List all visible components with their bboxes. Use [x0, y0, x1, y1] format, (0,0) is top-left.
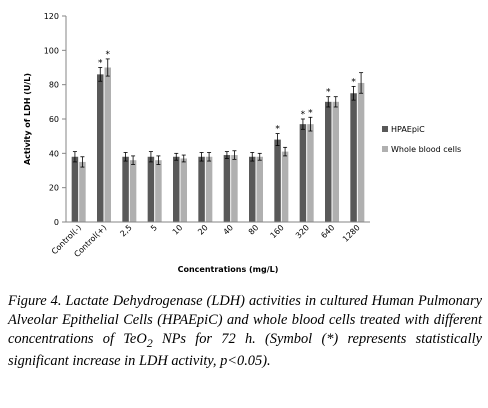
caption-text-after: NPs for 72 h. (Symbol (*) represents sta…	[8, 330, 482, 370]
bar-whole-blood-1	[104, 67, 111, 222]
y-tick-label: 100	[44, 46, 59, 55]
error-bars-group	[72, 58, 364, 168]
x-axis-label: Concentrations (mg/L)	[178, 265, 279, 274]
legend: HPAEpiC Whole blood cells	[382, 125, 461, 154]
x-tick-label: 320	[294, 223, 311, 240]
bar-whole-blood-0	[79, 161, 86, 222]
x-tick-label: 2,5	[118, 223, 133, 238]
x-tick-label: 1280	[341, 223, 362, 244]
y-tick-label: 80	[49, 81, 59, 90]
bar-whole-blood-3	[155, 160, 162, 222]
y-axis-ticks: 0 20 40 60 80 100 120	[44, 12, 66, 227]
bar-hpaepic-11	[350, 93, 357, 222]
y-tick-label: 0	[54, 218, 59, 227]
legend-swatch-whole-blood	[382, 146, 388, 152]
significance-star: *	[301, 110, 306, 120]
caption-lead: Figure 4.	[8, 293, 62, 309]
bar-whole-blood-7	[256, 156, 263, 222]
bar-hpaepic-0	[71, 156, 79, 222]
significance-star: *	[326, 88, 331, 98]
y-tick-label: 20	[49, 184, 59, 193]
bar-hpaepic-5	[198, 156, 205, 222]
bar-hpaepic-2	[122, 156, 129, 222]
y-tick-label: 120	[44, 12, 59, 21]
chart-frame: 0 20 40 60 80 100 120 * * * * * * * Control(-) Contro…	[8, 6, 482, 284]
bars-group	[71, 67, 365, 222]
bar-whole-blood-11	[357, 82, 365, 222]
bar-hpaepic-7	[249, 156, 256, 222]
bar-hpaepic-8	[274, 139, 281, 222]
significance-star: *	[308, 108, 313, 118]
x-tick-label: 640	[319, 223, 336, 240]
y-axis-label: Activity of LDH (U/L)	[23, 73, 32, 165]
bar-whole-blood-10	[332, 101, 339, 222]
y-tick-label: 60	[49, 115, 59, 124]
bar-whole-blood-2	[129, 160, 137, 222]
bar-whole-blood-6	[231, 155, 238, 222]
significance-star: *	[351, 77, 356, 87]
legend-label-hpaepic: HPAEpiC	[391, 125, 425, 134]
bar-hpaepic-6	[223, 155, 231, 222]
significance-star: *	[98, 59, 103, 69]
x-tick-label: 40	[222, 223, 236, 237]
bar-hpaepic-9	[299, 124, 307, 222]
caption-subscript: 2	[146, 335, 153, 350]
x-tick-label: 10	[171, 223, 185, 237]
significance-markers: *******	[98, 50, 356, 135]
bar-whole-blood-8	[281, 151, 289, 222]
bar-hpaepic-10	[325, 101, 332, 222]
bar-whole-blood-9	[307, 124, 314, 222]
bar-hpaepic-1	[97, 74, 104, 222]
y-tick-label: 40	[49, 149, 59, 158]
bar-whole-blood-4	[180, 158, 187, 222]
legend-label-whole-blood: Whole blood cells	[391, 145, 461, 154]
x-tick-label: 20	[196, 223, 210, 237]
x-tick-label: 5	[149, 223, 159, 233]
bar-hpaepic-4	[173, 156, 180, 222]
x-axis-tick-labels: Control(-)Control(+) 2,5 5 10 20 40 80 160 320 64…	[50, 223, 362, 259]
figure-caption: Figure 4. Lactate Dehydrogenase (LDH) ac…	[8, 292, 482, 371]
significance-star: *	[106, 50, 111, 60]
legend-swatch-hpaepic	[382, 126, 388, 132]
bar-hpaepic-3	[147, 156, 155, 222]
caption-text: Lactate Dehydrogenase (LDH) activities i…	[8, 293, 482, 347]
x-tick-label: 160	[269, 223, 286, 240]
x-tick-label: 80	[247, 223, 261, 237]
bar-whole-blood-5	[205, 156, 213, 222]
significance-star: *	[275, 125, 280, 135]
